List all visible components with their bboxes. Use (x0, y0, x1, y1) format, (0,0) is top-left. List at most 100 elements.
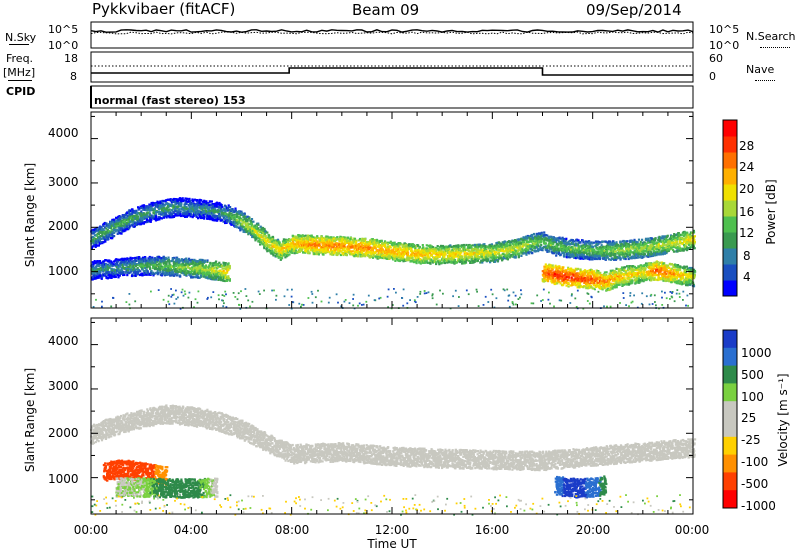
data-cell (179, 213, 182, 216)
data-cell (195, 199, 198, 202)
velocity-cbar-tick-1000: 1000 (741, 346, 772, 360)
data-cell (198, 206, 201, 209)
data-cell (116, 229, 119, 232)
data-cell (581, 239, 584, 242)
velocity-ytick-3000: 3000 (48, 379, 79, 393)
data-cell (102, 224, 105, 227)
data-cell (185, 213, 188, 216)
data-cell (139, 211, 142, 214)
data-cell (211, 215, 214, 218)
data-cell (254, 237, 257, 240)
data-cell (259, 243, 262, 246)
data-cell (112, 234, 115, 237)
data-cell (153, 207, 156, 210)
data-cell (242, 216, 245, 219)
data-cell (99, 227, 102, 230)
data-cell (123, 215, 126, 218)
data-cell (231, 208, 234, 211)
data-cell (330, 236, 333, 239)
data-cell (165, 216, 168, 219)
data-cell (117, 226, 120, 229)
data-cell (571, 246, 574, 249)
data-cell (251, 235, 254, 239)
data-cell (204, 200, 207, 203)
data-cell (536, 242, 539, 245)
data-cell (150, 201, 153, 205)
data-cell (233, 215, 236, 218)
data-cell (221, 212, 224, 215)
data-cell (236, 219, 239, 222)
data-cell (110, 229, 113, 232)
velocity-cbar-tick-neg1000: -1000 (741, 499, 776, 513)
data-cell (249, 226, 252, 229)
data-cell (150, 218, 153, 221)
data-cell (362, 239, 366, 242)
data-cell (182, 214, 185, 218)
data-cell (96, 239, 99, 242)
power-cbar-tick-8: 8 (743, 249, 751, 263)
data-cell (198, 201, 201, 204)
data-cell (124, 223, 127, 226)
data-cell (244, 230, 247, 234)
data-cell (601, 247, 604, 251)
data-cell (105, 230, 108, 233)
data-cell (239, 213, 242, 217)
data-cell (317, 244, 320, 247)
data-cell (412, 244, 415, 247)
data-cell (450, 245, 453, 248)
data-cell (380, 239, 383, 242)
data-cell (201, 203, 204, 206)
data-cell (493, 244, 496, 247)
data-cell (252, 225, 256, 228)
data-cell (121, 227, 124, 230)
data-cell (180, 204, 183, 207)
data-cell (604, 240, 607, 243)
data-cell (234, 222, 237, 225)
data-cell (265, 241, 268, 244)
data-cell (214, 208, 217, 211)
data-cell (131, 224, 134, 227)
data-cell (224, 209, 227, 212)
data-cell (232, 221, 235, 224)
data-cell (244, 229, 247, 232)
velocity-ytick-1000: 1000 (48, 472, 79, 486)
data-cell (131, 210, 134, 213)
data-cell (618, 256, 621, 259)
data-cell (107, 233, 110, 236)
data-cell (226, 219, 229, 222)
data-cell (274, 254, 277, 257)
data-cell (109, 226, 112, 229)
data-cell (287, 243, 290, 246)
data-cell (375, 241, 378, 244)
data-cell (613, 250, 617, 253)
data-cell (262, 231, 265, 234)
data-cell (211, 208, 215, 212)
data-cell (254, 239, 257, 242)
data-cell (302, 238, 305, 241)
data-cell (373, 239, 376, 242)
data-cell (599, 246, 602, 249)
data-cell (225, 220, 228, 223)
time-tick-3: 12:00 (374, 523, 410, 537)
data-cell (518, 252, 521, 255)
data-cell (211, 219, 214, 222)
data-cell (540, 247, 543, 250)
data-cell (155, 218, 158, 221)
data-cell (531, 252, 534, 255)
data-cell (230, 208, 233, 211)
data-cell (147, 211, 150, 214)
data-cell (458, 253, 462, 256)
data-cell (396, 253, 399, 256)
data-cell (236, 212, 239, 216)
data-cell (228, 215, 231, 218)
data-cell (146, 214, 149, 217)
data-cell (181, 197, 184, 200)
data-cell (242, 221, 245, 224)
data-cell (276, 238, 280, 241)
data-cell (138, 220, 141, 224)
data-cell (535, 234, 538, 237)
data-cell (211, 204, 215, 207)
data-cell (208, 206, 212, 209)
data-cell (194, 203, 197, 206)
data-cell (562, 254, 565, 257)
